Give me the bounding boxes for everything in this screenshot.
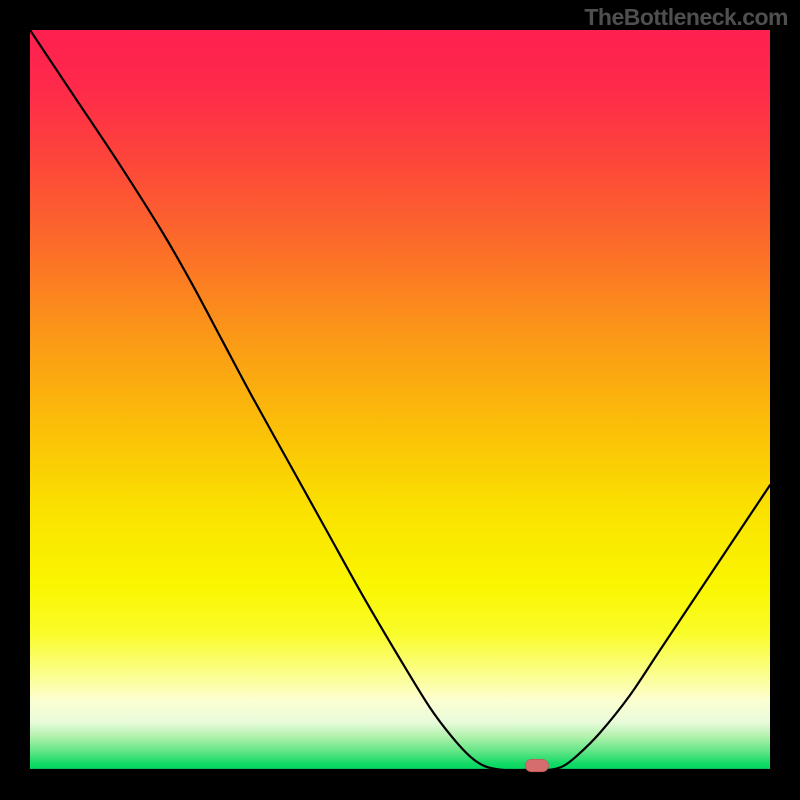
optimal-marker xyxy=(525,759,549,772)
attribution-text: TheBottleneck.com xyxy=(584,4,788,31)
bottleneck-chart xyxy=(0,0,800,800)
